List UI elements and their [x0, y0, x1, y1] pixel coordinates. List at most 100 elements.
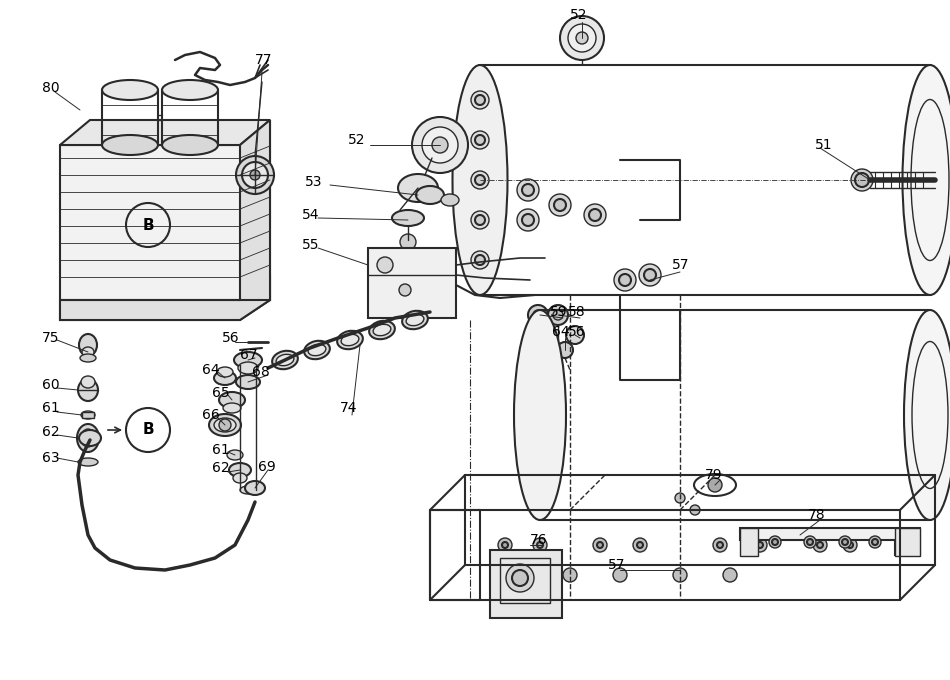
Circle shape — [713, 538, 727, 552]
Ellipse shape — [78, 379, 98, 401]
Text: 61: 61 — [42, 401, 60, 415]
Text: 62: 62 — [42, 425, 60, 439]
Circle shape — [576, 32, 588, 44]
Ellipse shape — [219, 392, 245, 408]
Text: 65: 65 — [212, 386, 230, 400]
Circle shape — [399, 284, 411, 296]
Circle shape — [475, 135, 485, 145]
Text: 76: 76 — [530, 533, 547, 547]
Ellipse shape — [102, 135, 158, 155]
Ellipse shape — [245, 481, 265, 495]
Text: 52: 52 — [348, 133, 366, 147]
Circle shape — [619, 274, 631, 286]
Circle shape — [377, 257, 393, 273]
Circle shape — [471, 91, 489, 109]
Ellipse shape — [214, 418, 236, 432]
Circle shape — [675, 493, 685, 503]
Circle shape — [769, 536, 781, 548]
Circle shape — [633, 538, 647, 552]
Text: 78: 78 — [808, 508, 826, 522]
Ellipse shape — [234, 352, 262, 368]
Ellipse shape — [902, 65, 950, 295]
Ellipse shape — [233, 473, 247, 483]
Text: 64: 64 — [552, 325, 570, 339]
Circle shape — [614, 269, 636, 291]
Ellipse shape — [81, 376, 95, 388]
Ellipse shape — [392, 210, 424, 226]
Circle shape — [522, 184, 534, 196]
Circle shape — [753, 538, 767, 552]
Ellipse shape — [80, 354, 96, 362]
Bar — [490, 550, 562, 618]
Text: 55: 55 — [302, 238, 319, 252]
Ellipse shape — [851, 169, 873, 191]
Circle shape — [807, 539, 813, 545]
Circle shape — [817, 542, 823, 548]
Polygon shape — [60, 120, 270, 145]
Ellipse shape — [373, 324, 390, 336]
Ellipse shape — [308, 344, 326, 356]
Circle shape — [673, 568, 687, 582]
Circle shape — [512, 570, 528, 586]
Circle shape — [584, 204, 606, 226]
Ellipse shape — [79, 430, 101, 446]
Circle shape — [842, 539, 848, 545]
Circle shape — [422, 127, 458, 163]
Bar — [740, 528, 758, 556]
Circle shape — [593, 538, 607, 552]
Ellipse shape — [217, 367, 233, 377]
Text: 80: 80 — [42, 81, 60, 95]
Ellipse shape — [229, 463, 251, 477]
Circle shape — [475, 175, 485, 185]
Circle shape — [219, 419, 231, 431]
Circle shape — [589, 209, 601, 221]
Circle shape — [471, 131, 489, 149]
Circle shape — [553, 310, 563, 320]
Circle shape — [533, 538, 547, 552]
Circle shape — [869, 536, 881, 548]
Circle shape — [566, 326, 584, 344]
Text: B: B — [142, 218, 154, 233]
Ellipse shape — [402, 311, 428, 329]
Text: 59: 59 — [550, 305, 568, 319]
Circle shape — [83, 433, 93, 443]
Ellipse shape — [341, 335, 359, 345]
Text: 62: 62 — [212, 461, 230, 475]
Ellipse shape — [236, 375, 260, 389]
Circle shape — [613, 568, 627, 582]
Polygon shape — [740, 528, 920, 555]
Circle shape — [690, 505, 700, 515]
Ellipse shape — [162, 80, 218, 100]
Circle shape — [872, 539, 878, 545]
Text: 67: 67 — [240, 348, 257, 362]
Ellipse shape — [240, 361, 256, 369]
Ellipse shape — [209, 414, 241, 436]
Circle shape — [708, 478, 722, 492]
Circle shape — [723, 568, 737, 582]
Circle shape — [839, 536, 851, 548]
Ellipse shape — [236, 156, 274, 194]
Circle shape — [717, 542, 723, 548]
Ellipse shape — [416, 186, 444, 204]
Circle shape — [557, 342, 573, 358]
Circle shape — [847, 542, 853, 548]
Polygon shape — [60, 120, 270, 320]
Circle shape — [813, 538, 827, 552]
Text: 61: 61 — [212, 443, 230, 457]
Text: 66: 66 — [202, 408, 219, 422]
Circle shape — [528, 305, 548, 325]
Ellipse shape — [214, 371, 236, 385]
Text: 58: 58 — [568, 305, 585, 319]
Text: 57: 57 — [672, 258, 690, 272]
Polygon shape — [60, 275, 270, 320]
Ellipse shape — [78, 458, 98, 466]
Ellipse shape — [514, 310, 566, 520]
Circle shape — [639, 264, 661, 286]
Circle shape — [533, 310, 543, 320]
Text: 54: 54 — [302, 208, 319, 222]
Ellipse shape — [223, 403, 241, 413]
Ellipse shape — [337, 330, 363, 350]
Text: 51: 51 — [815, 138, 832, 152]
Text: 74: 74 — [340, 401, 357, 415]
Ellipse shape — [304, 341, 330, 359]
